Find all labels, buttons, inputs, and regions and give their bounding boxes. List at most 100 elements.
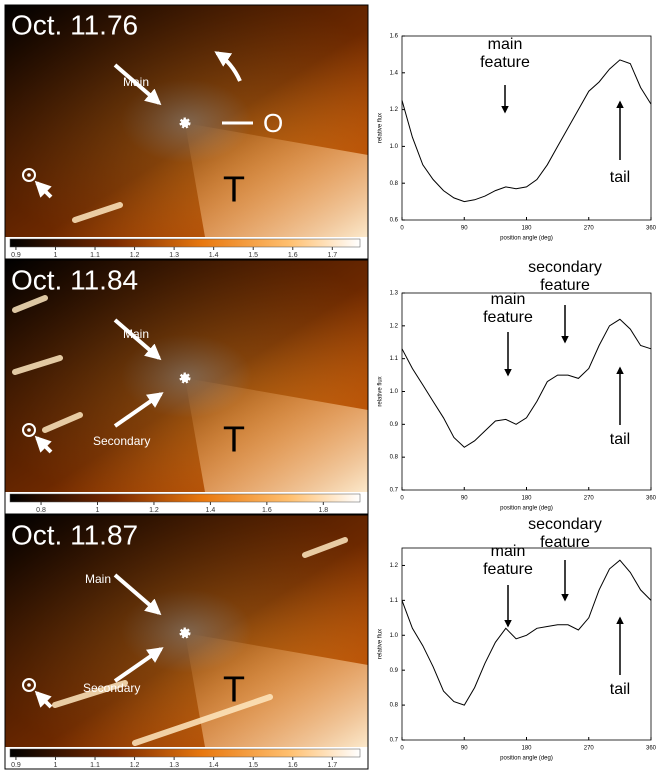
colorbar-tick-label: 0.9 (11, 252, 21, 259)
colorbar-tick-label: 1.2 (149, 507, 159, 514)
y-tick-label: 0.9 (390, 668, 399, 674)
colorbar-tick-label: 1.8 (318, 507, 328, 514)
y-tick-label: 1.0 (390, 144, 399, 150)
image-label: Main (123, 327, 149, 341)
nucleus (181, 629, 189, 637)
x-tick-label: 360 (646, 746, 657, 752)
y-tick-label: 0.8 (390, 455, 399, 461)
colorbar-tick-label: 1.3 (169, 762, 179, 769)
colorbar-tick-label: 1.1 (90, 762, 100, 769)
colorbar-tick-label: 0.9 (11, 762, 21, 769)
image-date: Oct. 11.87 (11, 519, 138, 550)
x-tick-label: 270 (584, 226, 595, 232)
colorbar-tick-label: 1.7 (327, 252, 337, 259)
image-panel: Oct. 11.87 Main Secondary T 0.9 1 1.1 1.2 1.3 1.4… (5, 515, 368, 769)
y-tick-label: 1.2 (390, 107, 399, 113)
colorbar (10, 239, 360, 247)
x-tick-label: 90 (461, 226, 468, 232)
y-tick-label: 0.9 (390, 422, 399, 428)
colorbar (10, 494, 360, 502)
figure: Oct. 11.76 Main O T 0.9 1 1.1 1.2 1.3 1.4 1.5 1.6 1.… (0, 0, 657, 777)
annotation: main (491, 291, 526, 308)
annotation: tail (610, 681, 630, 698)
x-tick-label: 180 (521, 496, 532, 502)
image-label: Main (123, 75, 149, 89)
colorbar-tick-label: 1.4 (209, 762, 219, 769)
x-tick-label: 180 (521, 746, 532, 752)
image-label: Secondary (83, 681, 140, 695)
y-tick-label: 1.0 (390, 633, 399, 639)
image-date: Oct. 11.76 (11, 9, 138, 40)
x-tick-label: 360 (646, 226, 657, 232)
x-tick-label: 270 (584, 496, 595, 502)
image-label: T (223, 419, 245, 460)
y-tick-label: 0.8 (390, 181, 399, 187)
colorbar-tick-label: 0.8 (36, 507, 46, 514)
x-tick-label: 0 (400, 746, 404, 752)
x-tick-label: 90 (461, 746, 468, 752)
y-axis-label: relative flux (378, 629, 384, 659)
colorbar-tick-label: 1 (96, 507, 100, 514)
y-tick-label: 0.8 (390, 703, 399, 709)
colorbar-tick-label: 1.4 (209, 252, 219, 259)
image-label: T (223, 169, 245, 210)
y-tick-label: 1.4 (390, 70, 399, 76)
image-label: Main (85, 572, 111, 586)
colorbar-tick-label: 1.4 (206, 507, 216, 514)
x-axis-label: position angle (deg) (500, 756, 553, 762)
x-tick-label: 0 (400, 496, 404, 502)
nucleus (181, 374, 189, 382)
annotation: tail (610, 169, 630, 186)
y-tick-label: 1.1 (390, 598, 399, 604)
colorbar-tick-label: 1.7 (327, 762, 337, 769)
x-axis-label: position angle (deg) (500, 506, 553, 512)
colorbar-tick-label: 1.1 (90, 252, 100, 259)
x-tick-label: 0 (400, 226, 404, 232)
annotation: main (488, 36, 523, 53)
flux-line (402, 319, 651, 447)
colorbar-tick-label: 1.2 (130, 762, 140, 769)
image-panel: Oct. 11.76MainOT0.911.11.21.31.41.51.61.… (5, 5, 368, 259)
annotation: feature (540, 277, 590, 294)
y-tick-label: 0.7 (390, 738, 399, 744)
y-tick-label: 0.7 (390, 488, 399, 494)
colorbar-tick-label: 1 (54, 762, 58, 769)
chart: 0 90 180 270 360 0.7 0.8 0.9 1.0 1.1 1.2 position a… (378, 516, 657, 761)
x-tick-label: 360 (646, 496, 657, 502)
colorbar-tick-label: 1 (54, 252, 58, 259)
y-tick-label: 1.2 (390, 323, 399, 329)
annotation: feature (540, 534, 590, 551)
y-tick-label: 1.2 (390, 563, 399, 569)
annotation: secondary (528, 516, 602, 533)
image-label: O (263, 108, 283, 138)
annotation: feature (483, 561, 533, 578)
image-label: T (223, 669, 245, 710)
colorbar-tick-label: 1.5 (248, 252, 258, 259)
y-tick-label: 1.1 (390, 356, 399, 362)
sun-symbol-dot (27, 683, 31, 687)
x-tick-label: 180 (521, 226, 532, 232)
colorbar (10, 749, 360, 757)
y-axis-label: relative flux (378, 113, 384, 143)
colorbar-tick-label: 1.5 (248, 762, 258, 769)
image-panel: Oct. 11.84MainSecondaryT0.811.21.41.61.8 (5, 260, 368, 514)
annotation: feature (483, 309, 533, 326)
annotation: feature (480, 54, 530, 71)
nucleus (181, 119, 189, 127)
sun-symbol-dot (27, 428, 31, 432)
image-label: Secondary (93, 434, 150, 448)
x-tick-label: 270 (584, 746, 595, 752)
x-axis-label: position angle (deg) (500, 236, 553, 242)
y-axis-label: relative flux (378, 376, 384, 406)
sun-symbol-dot (27, 173, 31, 177)
chart: 0 90 180 270 360 0.6 0.8 1.0 1.2 1.4 1.6 position a… (378, 34, 657, 242)
annotation: tail (610, 431, 630, 448)
y-tick-label: 1.6 (390, 34, 399, 40)
colorbar-tick-label: 1.3 (169, 252, 179, 259)
y-tick-label: 1.0 (390, 389, 399, 395)
x-tick-label: 90 (461, 496, 468, 502)
y-tick-label: 0.6 (390, 218, 399, 224)
colorbar-tick-label: 1.6 (288, 252, 298, 259)
colorbar-tick-label: 1.6 (288, 762, 298, 769)
